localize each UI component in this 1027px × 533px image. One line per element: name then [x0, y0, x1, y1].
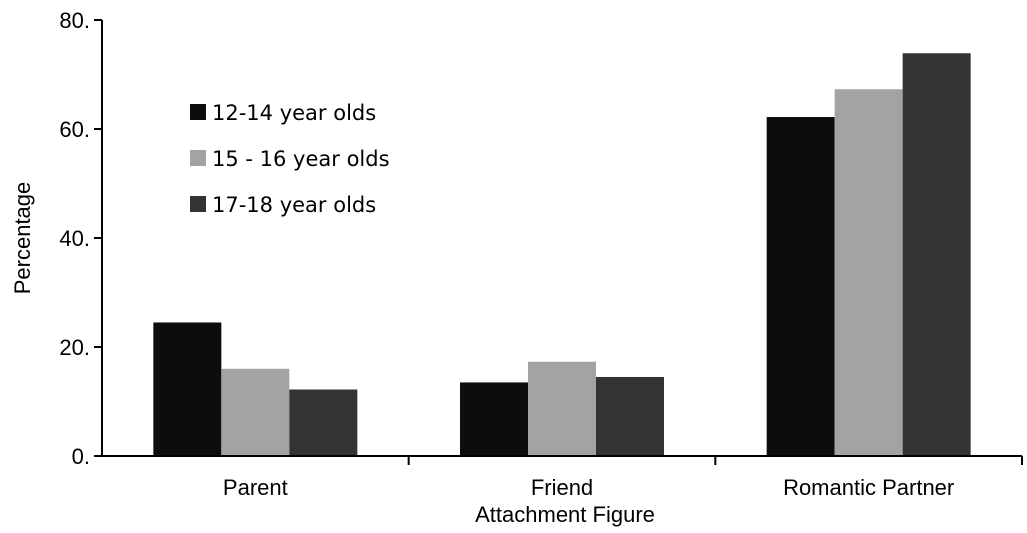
- y-ticks-group: 0. 20. 40. 60. 80.: [59, 8, 102, 469]
- bar: [221, 368, 290, 456]
- legend-label: 17-18 year olds: [212, 193, 376, 217]
- x-axis-title: Attachment Figure: [475, 502, 655, 527]
- x-tick-label: Romantic Partner: [783, 475, 954, 500]
- y-tick-label: 60.: [59, 117, 90, 142]
- bar: [834, 89, 903, 456]
- legend: 12-14 year olds 15 - 16 year olds 17-18 ye…: [190, 101, 390, 217]
- y-tick-label: 80.: [59, 8, 90, 33]
- bar: [766, 117, 835, 456]
- legend-label: 12-14 year olds: [212, 101, 376, 125]
- bar: [528, 361, 596, 456]
- x-tick-label: Parent: [223, 475, 288, 500]
- y-tick-label: 0.: [72, 444, 90, 469]
- bar: [153, 322, 222, 456]
- legend-swatch: [190, 150, 206, 166]
- bar: [596, 376, 664, 456]
- bars-group: [153, 53, 971, 457]
- legend-label: 15 - 16 year olds: [212, 147, 390, 171]
- y-tick-label: 20.: [59, 335, 90, 360]
- bar: [289, 389, 358, 456]
- bar: [902, 53, 971, 457]
- bar: [460, 382, 528, 456]
- legend-swatch: [190, 196, 206, 212]
- y-axis-title: Percentage: [10, 182, 35, 295]
- legend-swatch: [190, 104, 206, 120]
- x-tick-label: Friend: [531, 475, 593, 500]
- y-tick-label: 40.: [59, 226, 90, 251]
- x-ticks-group: Parent Friend Romantic Partner: [223, 456, 1023, 500]
